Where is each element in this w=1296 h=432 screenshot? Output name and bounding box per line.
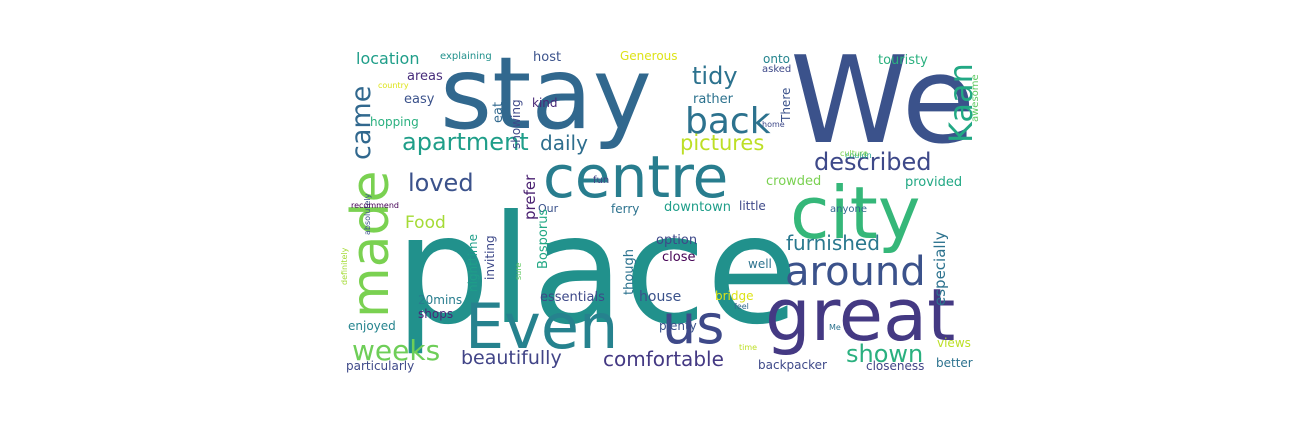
word-house: house — [639, 289, 681, 305]
word-well: well — [748, 257, 772, 271]
word-though: though — [622, 249, 637, 295]
word-close: close — [662, 250, 695, 265]
word-loved: loved — [408, 169, 474, 197]
word-great: great — [765, 273, 955, 357]
word-ferry: ferry — [611, 202, 639, 216]
word-stay: stay — [440, 35, 652, 152]
word-eat: eat — [491, 102, 506, 123]
word-time: time — [739, 343, 757, 352]
word-inviting: inviting — [483, 235, 497, 280]
word-showing: showing — [509, 99, 523, 149]
word-closeness: closeness — [866, 359, 924, 373]
word-particularly: particularly — [346, 359, 414, 373]
word-couldn: couldn — [845, 151, 872, 160]
word-onto: onto — [763, 52, 790, 66]
word-around: around — [785, 249, 926, 295]
word-pictures: pictures — [680, 131, 764, 155]
word-kind: kind — [532, 96, 558, 110]
word-sure: sure — [514, 263, 523, 280]
word-areas: areas — [407, 69, 443, 84]
word-we: We — [790, 32, 975, 171]
word-bosporus: Bosporus — [536, 209, 551, 269]
word-beautifully: beautifully — [461, 347, 562, 369]
word-prefer: prefer — [521, 174, 539, 220]
word-us: us — [662, 293, 724, 356]
word-host: host — [533, 50, 561, 65]
word-rather: rather — [693, 92, 734, 107]
word-downtown: downtown — [664, 200, 731, 215]
word-home: home — [762, 120, 785, 129]
word-location: location — [356, 49, 419, 68]
word-definitely: definitely — [340, 247, 349, 285]
word-backpacker: backpacker — [758, 358, 827, 372]
word-comfortable: comfortable — [603, 347, 724, 371]
word-bridge: bridge — [715, 289, 754, 303]
word-weeks: weeks — [352, 334, 440, 367]
word-provided: provided — [905, 175, 962, 190]
word-described: described — [814, 148, 931, 176]
word-shown: shown — [846, 340, 923, 368]
word-asked: asked — [762, 64, 791, 75]
word-little: little — [739, 199, 766, 213]
word-hopping: hopping — [370, 115, 419, 129]
word-our: Our — [538, 202, 559, 215]
word-furnished: furnished — [786, 231, 880, 255]
word-views: views — [937, 336, 971, 350]
word-especially: especially — [931, 231, 949, 306]
word-even: Even — [465, 290, 618, 363]
word-enjoyed: enjoyed — [348, 319, 396, 333]
word-back: back — [685, 101, 771, 142]
word-feel: feel — [734, 302, 749, 311]
word-20mins: 20mins — [418, 293, 462, 307]
word-culture: culture — [840, 149, 868, 158]
word-anyone: anyone — [830, 204, 867, 215]
word-made: made — [341, 170, 401, 318]
word-touristy: touristy — [878, 53, 928, 68]
word-essentials: essentials — [540, 290, 605, 305]
word-place: place — [395, 184, 799, 358]
word-daily: daily — [540, 131, 588, 155]
word-tidy: tidy — [692, 62, 738, 90]
word-me: Me — [829, 323, 841, 332]
word-awesome: awesome — [970, 74, 981, 122]
word-recommend: recommend — [351, 201, 399, 210]
word-city: city — [790, 171, 920, 255]
word-there: There — [779, 88, 793, 123]
word-fun: fun — [593, 175, 609, 186]
word-generous: Generous — [620, 49, 678, 63]
word-food: Food — [405, 213, 446, 233]
word-nighttime: nighttime — [466, 234, 480, 292]
word-easy: easy — [404, 92, 435, 107]
word-kaan: Kaan — [942, 63, 980, 143]
word-better: better — [936, 356, 973, 370]
word-plenty: plenty — [659, 319, 697, 333]
word-explaining: explaining — [440, 51, 492, 62]
word-absolutely: absolutely — [363, 193, 372, 235]
word-country: country — [378, 81, 409, 90]
word-option: option — [656, 233, 697, 248]
word-crowded: crowded — [766, 174, 821, 189]
word-came: came — [346, 86, 377, 160]
word-apartment: apartment — [402, 128, 529, 156]
word-shops: shops — [418, 307, 453, 321]
word-centre: centre — [543, 143, 728, 211]
